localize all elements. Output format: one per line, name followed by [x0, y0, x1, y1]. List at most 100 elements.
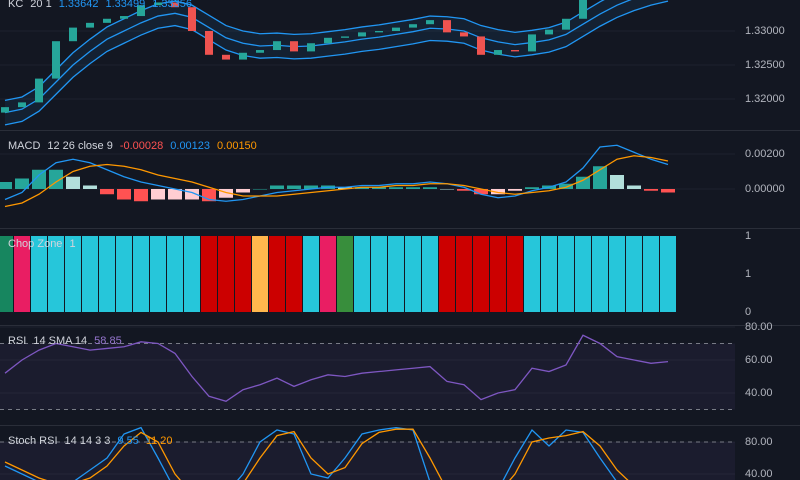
chop-bar — [116, 235, 132, 313]
candle — [103, 18, 111, 23]
indicator-line — [4, 0, 669, 126]
indicator-line — [4, 144, 669, 202]
chop-bar — [660, 235, 676, 313]
legend-text: Chop Zone — [8, 238, 62, 250]
band-fill — [0, 343, 735, 410]
legend-text: 11.20 — [146, 435, 173, 447]
y-tick-label: 0.00200 — [745, 148, 785, 160]
indicator-line — [4, 334, 669, 402]
candle — [392, 27, 400, 32]
chop-bar — [388, 235, 404, 313]
histogram-bar — [100, 188, 114, 195]
legend-text: MACD — [8, 140, 40, 152]
histogram-bar — [389, 187, 403, 189]
indicator-line — [4, 155, 669, 208]
chop-bar — [48, 235, 64, 313]
histogram-bar — [457, 188, 471, 191]
chop-bar — [558, 235, 574, 313]
candle — [154, 2, 162, 6]
pane — [0, 326, 735, 410]
candle — [528, 34, 536, 52]
candle — [120, 16, 128, 19]
candle — [137, 5, 145, 17]
legend-text: 1.33642 — [59, 0, 99, 10]
candle — [273, 41, 281, 51]
chop-bar — [507, 235, 523, 313]
histogram-bar — [372, 187, 386, 189]
histogram-bar — [287, 185, 301, 189]
chop-bar — [235, 235, 251, 313]
legend-text: 9.55 — [117, 435, 138, 447]
chop-bar — [99, 235, 115, 313]
y-tick-label: 80.00 — [745, 321, 773, 333]
chop-bar — [371, 235, 387, 313]
histogram-bar — [168, 188, 182, 200]
histogram-bar — [355, 187, 369, 189]
histogram-bar — [576, 176, 590, 189]
legend-text: 14 SMA 14 — [33, 335, 87, 347]
chop-bar — [609, 235, 625, 313]
legend-text: Stoch RSI — [8, 435, 58, 447]
candle — [494, 50, 502, 55]
histogram-bar — [236, 188, 250, 193]
indicator-line — [4, 426, 617, 480]
chop-bar — [82, 235, 98, 313]
indicator-line — [4, 0, 632, 114]
chop-bar — [14, 235, 30, 313]
chop-bar — [354, 235, 370, 313]
band-fill — [0, 442, 735, 480]
candle — [443, 20, 451, 33]
candle — [511, 50, 519, 52]
candle — [477, 36, 485, 55]
candle — [52, 41, 60, 79]
legend-text: 12 26 close 9 — [47, 140, 112, 152]
histogram-bar — [304, 185, 318, 189]
histogram-bar — [610, 174, 624, 189]
chop-bar — [626, 235, 642, 313]
chop-bar — [456, 235, 472, 313]
histogram-bar — [338, 187, 352, 189]
candle — [222, 54, 230, 60]
y-tick-label: 0 — [745, 306, 751, 318]
chop-bar — [337, 235, 353, 313]
histogram-bar — [474, 188, 488, 195]
chop-bar — [524, 235, 540, 313]
y-tick-label: 40.00 — [745, 387, 773, 399]
histogram-bar — [270, 185, 284, 189]
chop-bar — [541, 235, 557, 313]
histogram-bar — [406, 187, 420, 189]
chop-bar — [439, 235, 455, 313]
chop-bar — [201, 235, 217, 313]
histogram-bar — [185, 188, 199, 200]
candle — [1, 107, 9, 113]
y-tick-label: 60.00 — [745, 354, 773, 366]
histogram-bar — [0, 181, 12, 189]
histogram-bar — [253, 188, 267, 190]
chop-bar — [473, 235, 489, 313]
candle — [188, 7, 196, 32]
chop-bar — [575, 235, 591, 313]
chop-bar — [303, 235, 319, 313]
chop-bar — [0, 235, 13, 313]
candle — [562, 18, 570, 30]
chop-bar — [184, 235, 200, 313]
y-tick-label: 1 — [745, 268, 751, 280]
y-tick-label: 40.00 — [745, 468, 773, 480]
histogram-bar — [508, 188, 522, 191]
chop-bar — [422, 235, 438, 313]
chop-bar — [490, 235, 506, 313]
y-tick-label: 1.32500 — [745, 59, 785, 71]
legend-text: KC — [8, 0, 23, 10]
legend-text: 14 14 3 3 — [65, 435, 111, 447]
chop-bar — [405, 235, 421, 313]
chop-bar — [150, 235, 166, 313]
histogram-bar — [491, 188, 505, 195]
indicator-line — [4, 0, 605, 101]
histogram-bar — [151, 188, 165, 200]
histogram-bar — [15, 178, 29, 189]
candle — [460, 32, 468, 37]
legend-text: 0.00150 — [217, 140, 257, 152]
histogram-bar — [644, 188, 658, 191]
legend-text: 58.85 — [94, 335, 122, 347]
